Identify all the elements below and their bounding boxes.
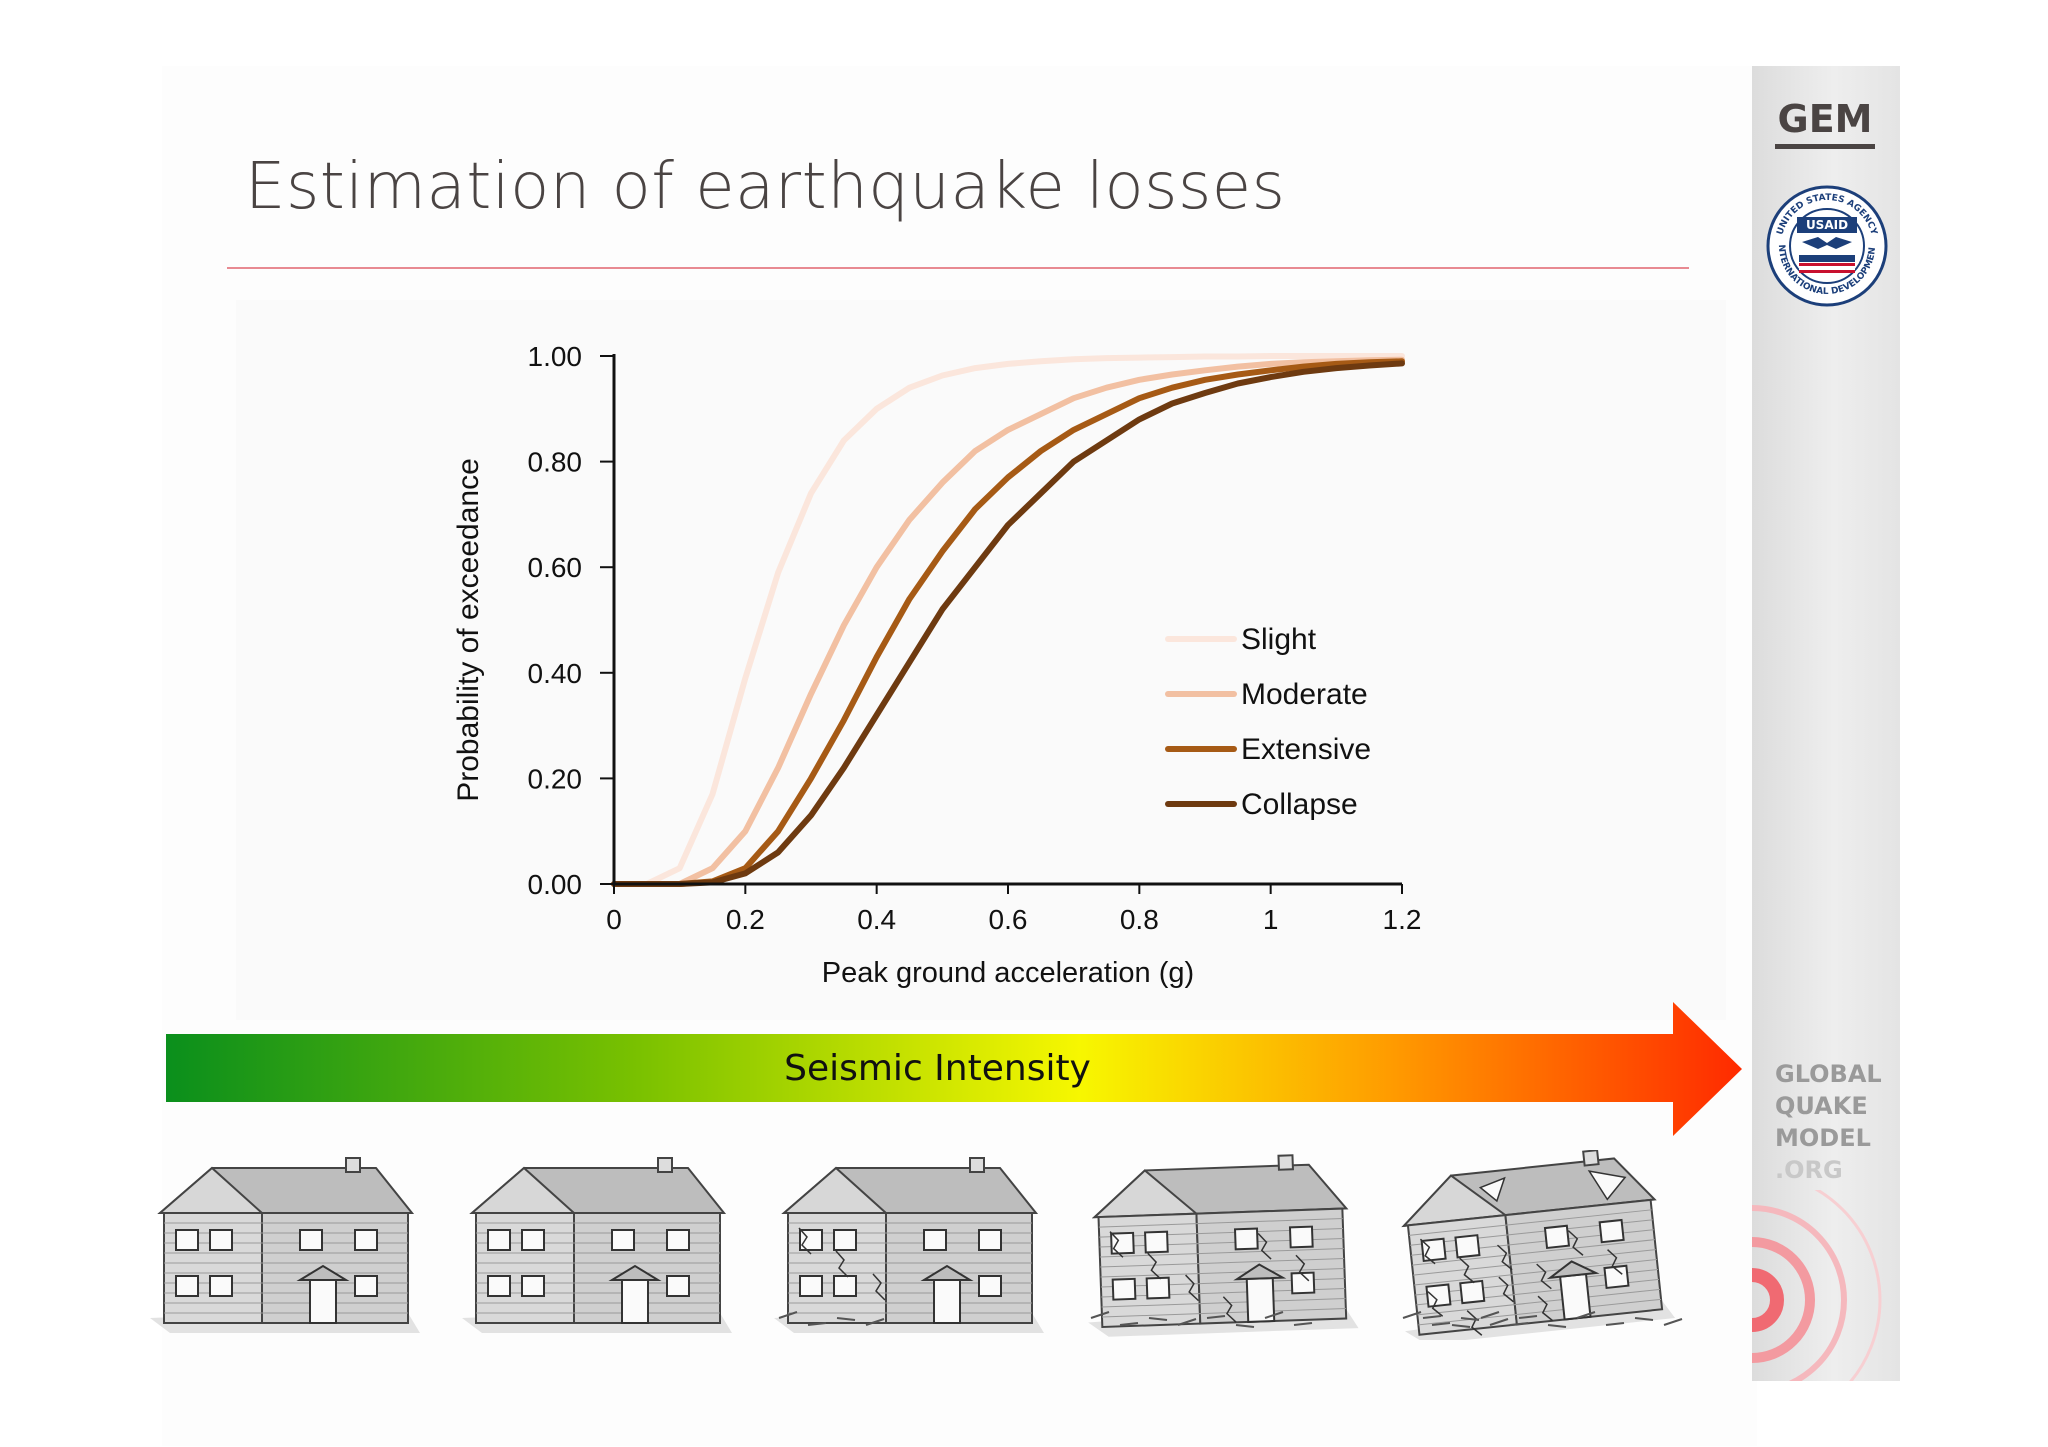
x-tick-label: 1: [1263, 904, 1279, 935]
series-line-moderate: [611, 356, 1405, 887]
x-axis-label: Peak ground acceleration (g): [822, 957, 1194, 989]
house-icon-1: [150, 1157, 420, 1333]
y-tick-label: 0.60: [528, 552, 583, 583]
legend-label: Slight: [1241, 623, 1317, 656]
series-line-slight: [611, 353, 1405, 887]
seismic-intensity-arrow: [166, 1002, 1742, 1136]
chart-panel: 0 0.2 0.4 0.6 0.8 1 1.2 0.00 0.20 0.40 0.60 0.80 1.0…: [236, 300, 1726, 1020]
seismic-intensity-label: Seismic Intensity: [784, 1048, 1091, 1089]
house-damage-illustrations: [150, 1150, 1683, 1340]
series-line-collapse: [611, 360, 1405, 887]
house-icon-4: [1088, 1154, 1359, 1337]
x-tick-label: 0.4: [857, 904, 896, 935]
gqm-line-4: .ORG: [1775, 1156, 1843, 1184]
fragility-curves-chart: 0 0.2 0.4 0.6 0.8 1 1.2 0.00 0.20 0.40 0.60 0.80 1.0…: [452, 341, 1422, 989]
house-icon-2: [462, 1157, 732, 1333]
y-tick-label: 0.40: [528, 658, 583, 689]
y-tick-label: 0.20: [528, 763, 583, 794]
seismic-rings-icon: [1752, 1190, 1882, 1381]
y-tick-label: 1.00: [528, 341, 583, 372]
x-tick-label: 0.8: [1120, 904, 1159, 935]
slide-title: Estimation of earthquake losses: [245, 150, 1286, 224]
x-tick-label: 0: [606, 904, 622, 935]
gem-logo: GEM: [1775, 97, 1875, 149]
usaid-seal-icon: UNITED STATES AGENCY INTERNATIONAL DEVEL…: [1766, 185, 1888, 307]
title-divider: [227, 267, 1689, 269]
house-icon-5: [1401, 1150, 1683, 1340]
gqm-line-1: GLOBAL: [1775, 1060, 1882, 1088]
y-tick-label: 0.80: [528, 447, 583, 478]
house-icon-3: [774, 1157, 1044, 1333]
legend-label: Collapse: [1241, 788, 1358, 821]
usaid-wordmark: USAID: [1806, 218, 1848, 232]
legend-label: Moderate: [1241, 678, 1368, 711]
y-axis-label: Probability of exceedance: [452, 458, 485, 802]
x-tick-label: 0.6: [989, 904, 1028, 935]
gqm-line-3: MODEL: [1775, 1124, 1871, 1152]
y-tick-label: 0.00: [528, 869, 583, 900]
global-quake-model-logo: GLOBAL QUAKE MODEL .ORG: [1775, 1058, 1882, 1186]
x-tick-label: 1.2: [1383, 904, 1422, 935]
series-line-extensive: [611, 358, 1405, 887]
gqm-line-2: QUAKE: [1775, 1092, 1868, 1120]
x-tick-label: 0.2: [726, 904, 765, 935]
legend-label: Extensive: [1241, 733, 1371, 766]
